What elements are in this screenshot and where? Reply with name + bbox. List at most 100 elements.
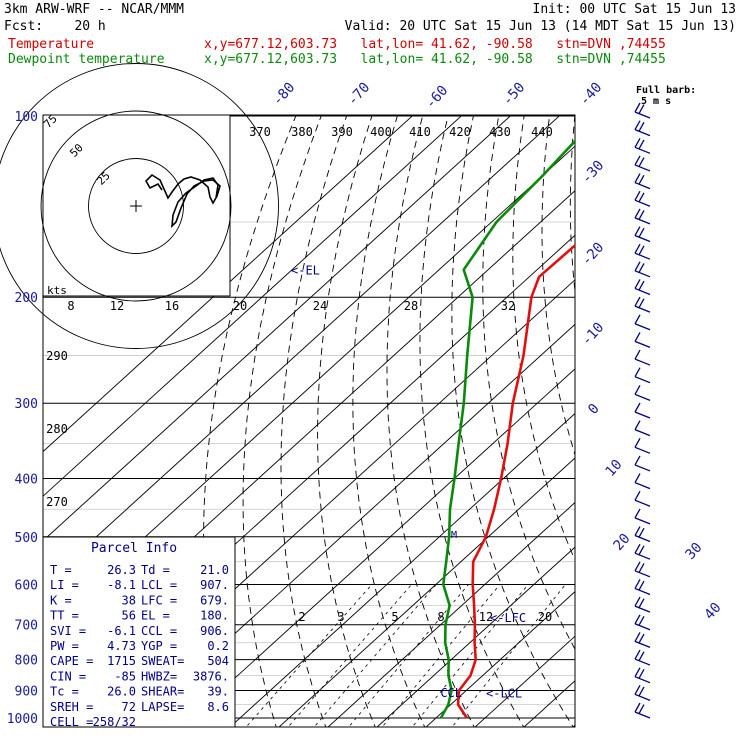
parcel-info-label: CCL =	[141, 624, 177, 638]
wind-barb-staff	[634, 499, 651, 507]
wind-barb-flag	[638, 280, 645, 291]
hodograph-ring	[88, 158, 184, 254]
wind-barb-staff	[634, 111, 651, 119]
wind-barb	[634, 543, 651, 560]
dry-adiabat	[482, 115, 575, 651]
theta-label: 380	[291, 125, 313, 139]
wind-barb	[634, 332, 651, 349]
wind-barb-staff	[634, 181, 651, 190]
wind-barb-flag	[634, 137, 641, 148]
parcel-info-label: LFC =	[141, 593, 177, 607]
init-time: Init: 00 UTC Sat 15 Jun 13	[532, 2, 737, 17]
wind-barb-flag	[638, 245, 645, 256]
dry-adiabat	[569, 115, 575, 295]
wind-barb-flag	[638, 668, 645, 679]
parcel-marker: M	[451, 530, 457, 541]
parcel-info-label: Td =	[141, 563, 170, 577]
parcel-info-label: CELL =	[50, 715, 93, 729]
dry-adiabat	[317, 115, 376, 727]
dewpoint-profile	[439, 139, 575, 719]
wind-barb	[634, 102, 651, 119]
wind-barb-staff	[634, 481, 651, 490]
wind-barb-flag	[634, 120, 641, 130]
theta-label: 390	[331, 125, 353, 139]
wind-barb-staff	[634, 234, 651, 243]
wind-barb	[634, 455, 651, 472]
temperature-location: x,y=677.12,603.73 lat,lon= 41.62, -90.58…	[204, 37, 666, 52]
wind-barb-flag	[638, 633, 645, 644]
wind-barb-staff	[634, 587, 651, 596]
wind-barb	[634, 296, 651, 313]
wind-barb-flag	[634, 190, 641, 201]
dry-adiabat	[651, 116, 740, 731]
wind-barb-flag	[638, 157, 645, 167]
parcel-info-label: YGP =	[141, 639, 177, 653]
wind-barb-flag	[634, 367, 641, 378]
wind-barb-flag	[634, 667, 641, 678]
dry-adiabat	[541, 115, 575, 457]
wind-barb-staff	[634, 393, 651, 401]
isotherm-line	[327, 501, 575, 727]
isotherm-label: 0	[585, 401, 603, 418]
mixing-ratio-line	[411, 584, 529, 727]
wind-barb-flag	[634, 614, 641, 625]
parcel-info-label: SHEAR=	[141, 685, 184, 699]
theta-label: 410	[409, 125, 431, 139]
wind-barb	[634, 349, 651, 366]
parcel-info-panel	[42, 536, 236, 728]
parcel-info-label: PW =	[50, 639, 79, 653]
chart-frame	[42, 114, 576, 728]
wind-barb-flag	[634, 296, 641, 307]
wind-barb	[634, 402, 651, 419]
wind-barb-staff	[634, 129, 651, 137]
wind-barb-flag	[634, 526, 641, 536]
parcel-info-label: T =	[50, 563, 72, 577]
wind-barb-staff	[634, 411, 651, 419]
wind-barb-flag	[634, 349, 641, 360]
wind-barb-flag	[638, 527, 645, 538]
pressure-label: 300	[15, 397, 38, 412]
wind-barb	[634, 473, 651, 490]
parcel-info-value: -85	[114, 669, 136, 683]
wind-barb-flag	[634, 243, 641, 254]
isotherm-label: -80	[270, 80, 299, 110]
parcel-info-value: 26.0	[107, 685, 136, 699]
wind-barb	[634, 279, 651, 296]
wind-barb-staff	[634, 340, 651, 349]
parcel-info-title: Parcel Info	[91, 541, 177, 556]
parcel-info-label: LAPSE=	[141, 700, 184, 714]
dry-adiabat	[352, 115, 426, 727]
parcel-info-value: 258/32	[93, 715, 136, 729]
theta-label: 280	[46, 422, 68, 436]
wind-barb-staff	[634, 693, 651, 701]
wind-barb-staff	[634, 534, 651, 543]
wind-barb-flag	[638, 545, 645, 556]
parcel-info-value: 72	[122, 700, 136, 714]
dry-adiabat	[512, 115, 575, 562]
wind-barb	[634, 579, 651, 596]
pressure-label: 800	[15, 654, 38, 669]
parcel-info-label: TT =	[50, 609, 79, 623]
parcel-info-value: 4.73	[107, 639, 136, 653]
dry-adiabat	[242, 115, 322, 727]
wind-barb-staff	[634, 570, 651, 578]
wind-barb-flag	[638, 651, 645, 661]
wind-barb-flag	[634, 455, 641, 466]
wind-barb	[634, 261, 651, 278]
theta-label: 270	[46, 495, 68, 509]
dry-adiabat	[676, 116, 740, 731]
wind-barb-flag	[634, 314, 641, 325]
wind-barb	[634, 490, 651, 507]
wind-barb	[634, 685, 651, 701]
mixing-ratio-line	[381, 584, 501, 727]
mixing-ratio-line	[313, 584, 437, 727]
wind-barb-staff	[634, 446, 651, 454]
wind-barb	[634, 420, 651, 437]
theta-label: 400	[370, 125, 392, 139]
parcel-info-value: 56	[122, 609, 136, 623]
wind-barb-flag	[634, 579, 641, 589]
wind-barb-staff	[634, 552, 651, 560]
wind-barb-flag	[634, 385, 641, 395]
forecast-hour: Fcst: 20 h	[4, 19, 106, 34]
mixing-ratio-label: 5	[391, 610, 398, 624]
